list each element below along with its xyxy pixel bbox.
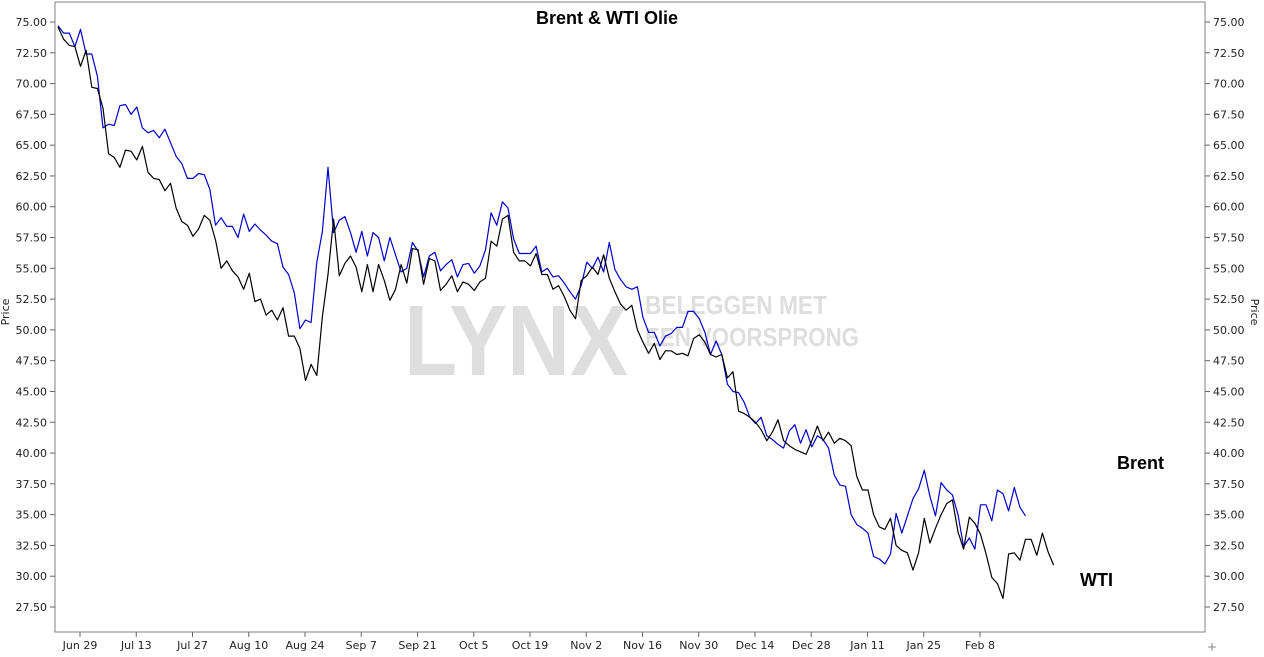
y-tick-label-right: 57.50 bbox=[1213, 232, 1245, 245]
watermark-tagline-2: EEN VOORSPRONG bbox=[645, 322, 859, 352]
x-tick-label: Nov 2 bbox=[570, 639, 602, 652]
y-tick-label-right: 65.00 bbox=[1213, 139, 1245, 152]
watermark-tagline-1: BELEGGEN MET bbox=[645, 290, 827, 320]
annotation-brent: Brent bbox=[1117, 453, 1164, 473]
y-tick-label-left: 45.00 bbox=[16, 385, 48, 398]
x-tick-label: Jan 11 bbox=[849, 639, 884, 652]
x-tick-label: Aug 10 bbox=[229, 639, 268, 652]
x-tick-label: Aug 24 bbox=[286, 639, 325, 652]
y-tick-label-right: 60.00 bbox=[1213, 201, 1245, 214]
plot-area-border bbox=[54, 1, 1206, 633]
y-tick-label-right: 45.00 bbox=[1213, 385, 1245, 398]
series-lines bbox=[57, 25, 1055, 600]
annotation-wti: WTI bbox=[1080, 570, 1113, 590]
x-tick-label: Nov 16 bbox=[623, 639, 662, 652]
x-tick-label: Oct 5 bbox=[459, 639, 489, 652]
y-tick-label-left: 37.50 bbox=[16, 478, 48, 491]
y-tick-label-right: 32.50 bbox=[1213, 539, 1245, 552]
y-tick-label-left: 60.00 bbox=[16, 201, 48, 214]
y-tick-label-right: 47.50 bbox=[1213, 355, 1245, 368]
y-axis-label-left: Price bbox=[0, 298, 12, 325]
x-tick-label: Feb 8 bbox=[965, 639, 995, 652]
watermark-logo: LYNX bbox=[404, 285, 628, 397]
x-tick-label: Nov 30 bbox=[679, 639, 718, 652]
y-tick-label-right: 72.50 bbox=[1213, 47, 1245, 60]
y-tick-label-left: 65.00 bbox=[16, 139, 48, 152]
y-tick-label-left: 67.50 bbox=[16, 108, 48, 121]
x-tick-label: Dec 28 bbox=[792, 639, 831, 652]
y-tick-label-right: 30.00 bbox=[1213, 570, 1245, 583]
y-tick-label-right: 40.00 bbox=[1213, 447, 1245, 460]
y-tick-label-right: 50.00 bbox=[1213, 324, 1245, 337]
y-tick-label-left: 35.00 bbox=[16, 509, 48, 522]
y-tick-label-left: 47.50 bbox=[16, 355, 48, 368]
y-tick-label-left: 72.50 bbox=[16, 47, 48, 60]
y-tick-label-right: 42.50 bbox=[1213, 416, 1245, 429]
y-tick-label-right: 27.50 bbox=[1213, 601, 1245, 614]
y-tick-label-right: 70.00 bbox=[1213, 78, 1245, 91]
y-tick-label-left: 52.50 bbox=[16, 293, 48, 306]
x-tick-label: Sep 7 bbox=[346, 639, 377, 652]
y-tick-label-right: 37.50 bbox=[1213, 478, 1245, 491]
y-tick-label-right: 67.50 bbox=[1213, 108, 1245, 121]
y-tick-label-left: 75.00 bbox=[16, 16, 48, 29]
x-tick-label: Jul 27 bbox=[176, 639, 208, 652]
chart-title: Brent & WTI Olie bbox=[536, 8, 678, 28]
x-axis: Jun 29 Jul 13 Jul 27 Aug 10 Aug 24 Sep 7 Sep 2… bbox=[62, 632, 995, 652]
x-tick-label: Oct 19 bbox=[512, 639, 549, 652]
y-axis-right: 27.50 30.00 32.50 35.00 37.50 40.00 42.50 45.00… bbox=[1205, 16, 1245, 614]
y-tick-label-right: 35.00 bbox=[1213, 509, 1245, 522]
x-tick-label: Jan 25 bbox=[906, 639, 941, 652]
y-tick-label-left: 32.50 bbox=[16, 539, 48, 552]
y-tick-label-left: 70.00 bbox=[16, 78, 48, 91]
corner-marker bbox=[1208, 643, 1216, 651]
y-tick-label-left: 62.50 bbox=[16, 170, 48, 183]
series-line-wti bbox=[57, 26, 1055, 600]
y-tick-label-left: 50.00 bbox=[16, 324, 48, 337]
y-axis-left: 27.50 30.00 32.50 35.00 37.50 40.00 42.50 45.00… bbox=[16, 16, 55, 614]
y-tick-label-right: 55.00 bbox=[1213, 262, 1245, 275]
y-tick-label-left: 40.00 bbox=[16, 447, 48, 460]
y-tick-label-right: 75.00 bbox=[1213, 16, 1245, 29]
y-tick-label-left: 42.50 bbox=[16, 416, 48, 429]
y-tick-label-left: 27.50 bbox=[16, 601, 48, 614]
y-axis-label-right: Price bbox=[1248, 299, 1261, 326]
x-tick-label: Jun 29 bbox=[62, 639, 98, 652]
y-tick-label-left: 57.50 bbox=[16, 232, 48, 245]
series-line-brent bbox=[57, 25, 1027, 565]
y-tick-label-right: 52.50 bbox=[1213, 293, 1245, 306]
y-tick-label-left: 30.00 bbox=[16, 570, 48, 583]
x-tick-label: Sep 21 bbox=[398, 639, 436, 652]
x-tick-label: Dec 14 bbox=[736, 639, 775, 652]
watermark: LYNX BELEGGEN MET EEN VOORSPRONG bbox=[404, 285, 859, 397]
y-tick-label-right: 62.50 bbox=[1213, 170, 1245, 183]
x-tick-label: Jul 13 bbox=[120, 639, 152, 652]
y-tick-label-left: 55.00 bbox=[16, 262, 48, 275]
